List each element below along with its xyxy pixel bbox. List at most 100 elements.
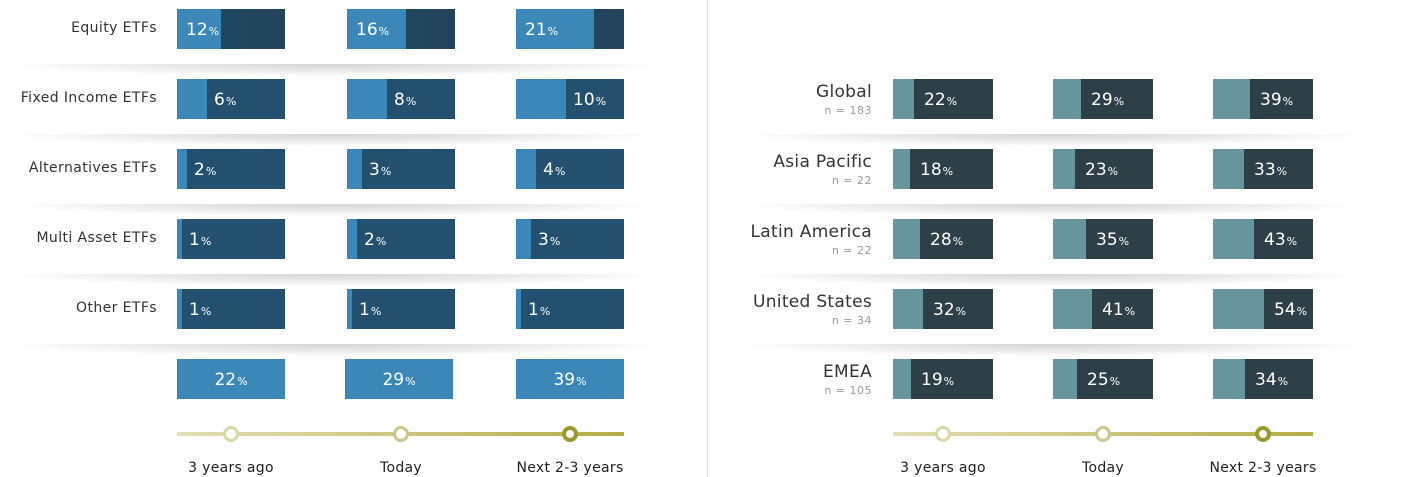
bar-value-label: 28%: [930, 230, 964, 250]
row-separator: [10, 64, 660, 76]
bar-value-label: 8%: [394, 90, 417, 110]
panel-divider: [707, 0, 708, 477]
timeline-period-label: Today: [1082, 460, 1124, 476]
allocation-bar-fill: [177, 9, 221, 49]
allocation-bar-fill: [177, 149, 187, 189]
sample-size-label: n = 22: [831, 244, 872, 257]
allocation-bar-fill: [516, 149, 536, 189]
allocation-bar: 1%: [177, 219, 285, 259]
region-bar: 34%: [1213, 359, 1313, 399]
region-label: United States: [752, 292, 872, 312]
bar-value-label: 54%: [1274, 300, 1308, 320]
bar-value-label: 29%: [1091, 90, 1125, 110]
allocation-bar: 1%: [347, 289, 455, 329]
bar-value-label: 39%: [553, 370, 587, 390]
region-bar-fill: [1053, 359, 1077, 399]
timeline-dot: [1095, 426, 1111, 442]
category-label: Other ETFs: [76, 300, 157, 316]
region-bar-fill: [1213, 289, 1264, 329]
region-bar-fill: [1213, 219, 1254, 259]
bar-value-label: 23%: [1085, 160, 1119, 180]
allocation-bar: 2%: [347, 219, 455, 259]
row-separator: [744, 134, 1364, 146]
total-bar: 22%: [177, 359, 285, 399]
allocation-bar: 16%: [347, 9, 455, 49]
region-bar: 29%: [1053, 79, 1153, 119]
row-separator: [744, 204, 1364, 216]
allocation-bar-fill: [177, 79, 207, 119]
sample-size-label: n = 105: [824, 384, 872, 397]
region-bar: 43%: [1213, 219, 1313, 259]
allocation-bar: 3%: [516, 219, 624, 259]
total-bar: 39%: [516, 359, 624, 399]
bar-value-label: 6%: [214, 90, 237, 110]
region-label: Latin America: [750, 222, 872, 242]
region-bar: 23%: [1053, 149, 1153, 189]
timeline-dot: [393, 426, 409, 442]
category-label: Multi Asset ETFs: [36, 230, 157, 246]
region-bar-fill: [893, 149, 910, 189]
category-label: Fixed Income ETFs: [20, 90, 157, 106]
allocation-bar: 1%: [516, 289, 624, 329]
region-label: EMEA: [823, 362, 872, 382]
row-separator: [10, 344, 660, 356]
region-bar: 28%: [893, 219, 993, 259]
sample-size-label: n = 34: [831, 314, 872, 327]
region-bar-fill: [1213, 359, 1245, 399]
allocation-bar-fill: [347, 219, 357, 259]
row-separator: [10, 204, 660, 216]
allocation-bar-fill: [516, 79, 566, 119]
bar-value-label: 29%: [382, 370, 416, 390]
bar-value-label: 2%: [194, 160, 217, 180]
bar-value-label: 22%: [214, 370, 248, 390]
timeline-dot: [223, 426, 239, 442]
bar-value-label: 1%: [189, 300, 212, 320]
region-bar: 32%: [893, 289, 993, 329]
region-bar: 35%: [1053, 219, 1153, 259]
bar-value-label: 3%: [369, 160, 392, 180]
allocation-bar: 3%: [347, 149, 455, 189]
row-separator: [744, 274, 1364, 286]
allocation-bar-fill: [516, 289, 521, 329]
bar-value-label: 39%: [1260, 90, 1294, 110]
region-bar-fill: [1053, 149, 1075, 189]
region-bar-fill: [1053, 289, 1092, 329]
allocation-bar: 21%: [516, 9, 624, 49]
bar-value-label: 1%: [359, 300, 382, 320]
region-bar-fill: [893, 79, 914, 119]
bar-value-label: 3%: [538, 230, 561, 250]
etf-allocation-panel: Equity ETFs 12% 16% 21% Fixed Income ETFs 6% 8…: [10, 9, 660, 476]
region-bar: 22%: [893, 79, 993, 119]
region-label: Global: [815, 82, 872, 102]
region-label: Asia Pacific: [773, 152, 872, 172]
region-bar-fill: [893, 359, 911, 399]
allocation-bar: 6%: [177, 79, 285, 119]
region-bar: 39%: [1213, 79, 1313, 119]
allocation-bar-fill: [177, 219, 182, 259]
bar-value-label: 35%: [1096, 230, 1130, 250]
allocation-bar-fill: [516, 9, 594, 49]
bar-value-label: 33%: [1254, 160, 1288, 180]
region-bar: 41%: [1053, 289, 1153, 329]
region-bar-fill: [1053, 79, 1081, 119]
row-separator: [744, 344, 1364, 356]
bar-value-label: 1%: [189, 230, 212, 250]
region-bar: 25%: [1053, 359, 1153, 399]
timeline-period-label: Next 2-3 years: [1209, 460, 1317, 476]
bar-value-label: 43%: [1264, 230, 1298, 250]
allocation-bar: 12%: [177, 9, 285, 49]
sample-size-label: n = 183: [824, 104, 872, 117]
timeline-dot: [1255, 426, 1271, 442]
bar-value-label: 10%: [573, 90, 607, 110]
allocation-bar: 10%: [516, 79, 624, 119]
allocation-bar-fill: [177, 289, 182, 329]
bar-value-label: 16%: [356, 20, 390, 40]
row-separator: [10, 274, 660, 286]
bar-value-label: 32%: [933, 300, 967, 320]
bar-value-label: 2%: [364, 230, 387, 250]
allocation-bar-fill: [347, 289, 352, 329]
timeline-period-label: 3 years ago: [900, 460, 986, 476]
allocation-bar: 4%: [516, 149, 624, 189]
allocation-bar-fill: [347, 79, 387, 119]
bar-value-label: 25%: [1087, 370, 1121, 390]
